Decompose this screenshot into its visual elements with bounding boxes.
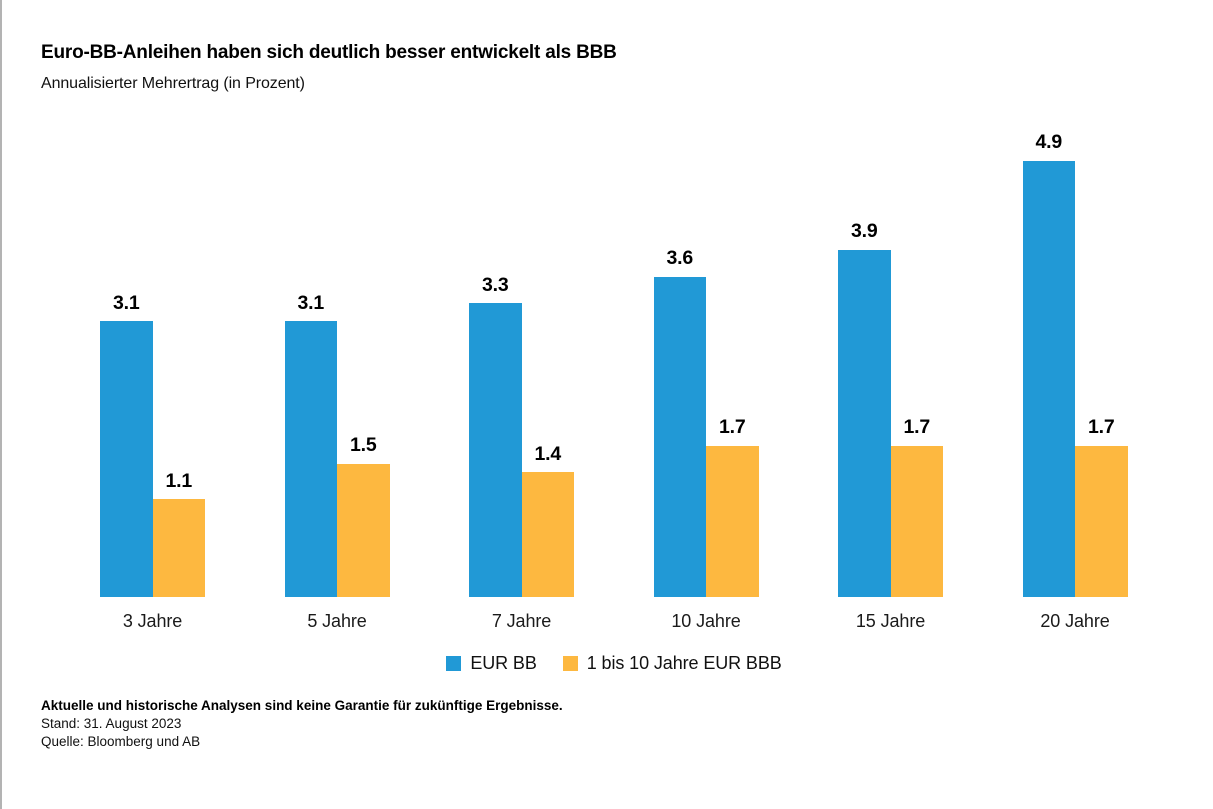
chart-title: Euro-BB-Anleihen haben sich deutlich bes… [41,42,617,63]
eur-bb-bar [653,276,706,597]
chart-subtitle: Annualisierter Mehrertrag (in Prozent) [41,75,305,92]
legend-entry-eur-bb: EUR BB [446,652,537,674]
bar-group: 3.1 1.5 5 Jahre [284,123,390,631]
legend: EUR BB 1 bis 10 Jahre EUR BBB [100,652,1128,674]
legend-entry-eur-bbb: 1 bis 10 Jahre EUR BBB [562,652,782,674]
value-label: 1.7 [1087,416,1115,439]
eur-bbb-bar [337,463,390,597]
category-label: 5 Jahre [307,611,367,631]
eur-bb-bar [284,321,337,597]
category-label: 10 Jahre [671,611,741,631]
category-label: 3 Jahre [122,611,183,631]
value-label: 3.9 [850,220,878,243]
value-label: 3.6 [666,247,693,270]
bar-group: 3.3 1.4 7 Jahre [469,123,574,631]
eur-bb-bar [100,321,153,597]
value-label: 3.3 [481,273,509,296]
eur-bbb-bar [1075,445,1128,597]
eur-bbb-swatch-icon [562,655,578,671]
bar-group: 3.9 1.7 15 Jahre [838,123,943,631]
plot-area: 3.1 1.1 3 Jahre 3.1 1.5 5 Jahre 3.3 1.4 7 Jahre 3… [100,123,1128,631]
value-label: 1.1 [165,469,192,492]
value-label: 3.1 [112,291,140,314]
eur-bb-swatch-icon [446,655,462,671]
page-left-border [0,0,2,809]
eur-bbb-bar [890,445,943,597]
eur-bbb-bar [152,499,205,597]
eur-bb-bar [469,303,522,597]
value-label: 3.1 [297,291,324,314]
value-label: 1.7 [903,416,930,439]
bar-group: 3.1 1.1 3 Jahre [100,123,205,631]
eur-bb-bar [838,249,891,597]
legend-label-eur-bb: EUR BB [470,652,537,673]
eur-bbb-bar [706,445,759,597]
category-label: 15 Jahre [855,611,926,631]
footer-quelle: Quelle: Bloomberg und AB [41,734,201,749]
bar-group: 3.6 1.7 10 Jahre [653,123,759,631]
category-label: 7 Jahre [491,611,552,631]
eur-bbb-bar [521,472,574,597]
bar-group: 4.9 1.7 20 Jahre [1022,123,1128,631]
footer-disclaimer: Aktuelle und historische Analysen sind k… [41,698,563,713]
footer: Aktuelle und historische Analysen sind k… [41,697,563,751]
eur-bb-bar [1022,160,1075,597]
value-label: 1.4 [534,442,561,465]
value-label: 1.7 [718,416,746,439]
footer-stand: Stand: 31. August 2023 [41,716,182,731]
category-label: 20 Jahre [1040,611,1110,631]
value-label: 1.5 [349,434,377,456]
legend-label-eur-bbb: 1 bis 10 Jahre EUR BBB [586,652,782,673]
value-label: 4.9 [1035,131,1062,154]
